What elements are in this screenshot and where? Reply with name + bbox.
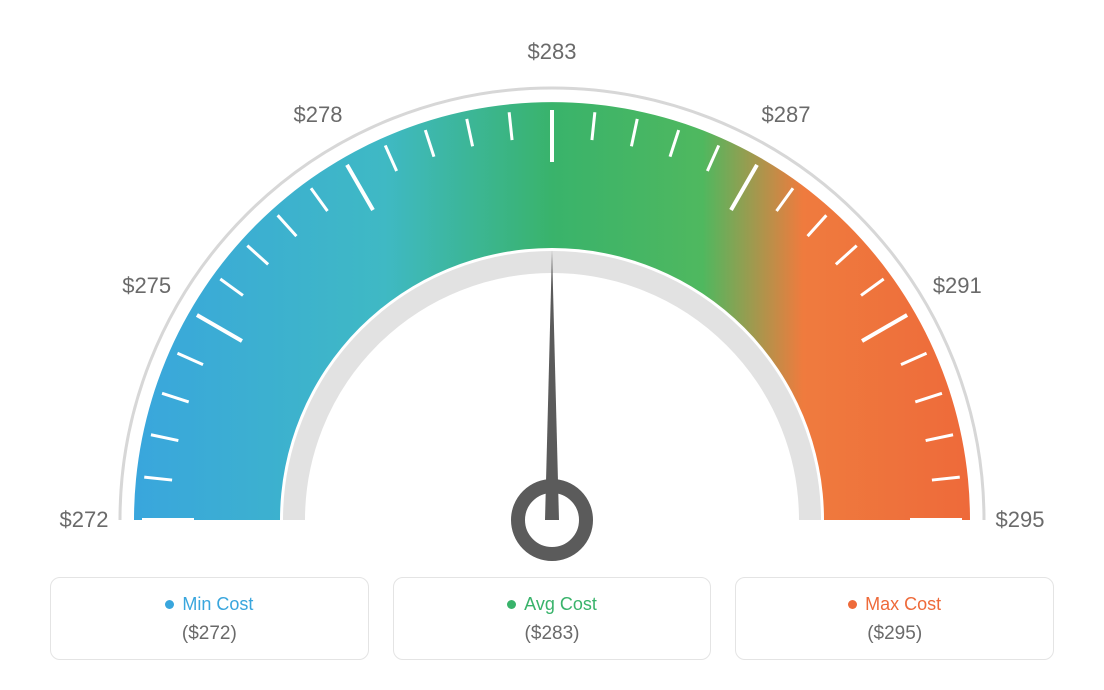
dot-icon (848, 600, 857, 609)
legend-card-max: Max Cost ($295) (735, 577, 1054, 660)
legend-title-max: Max Cost (848, 594, 941, 615)
gauge-tick-label: $295 (996, 507, 1045, 533)
legend-card-min: Min Cost ($272) (50, 577, 369, 660)
legend-row: Min Cost ($272) Avg Cost ($283) Max Cost… (50, 577, 1054, 660)
gauge-tick-label: $272 (60, 507, 109, 533)
legend-label: Min Cost (182, 594, 253, 615)
gauge-tick-label: $283 (528, 39, 577, 65)
gauge-tick-label: $287 (762, 102, 811, 128)
legend-card-avg: Avg Cost ($283) (393, 577, 712, 660)
gauge-tick-label: $278 (294, 102, 343, 128)
gauge-svg (32, 30, 1072, 570)
legend-value: ($295) (736, 623, 1053, 645)
legend-label: Avg Cost (524, 594, 597, 615)
gauge-tick-label: $291 (933, 273, 982, 299)
legend-label: Max Cost (865, 594, 941, 615)
legend-title-avg: Avg Cost (507, 594, 597, 615)
legend-title-min: Min Cost (165, 594, 253, 615)
gauge-chart: $272 $275 $278 $283 $287 $291 $295 (0, 0, 1104, 560)
gauge-tick-label: $275 (122, 273, 171, 299)
legend-value: ($272) (51, 623, 368, 645)
dot-icon (165, 600, 174, 609)
dot-icon (507, 600, 516, 609)
legend-value: ($283) (394, 623, 711, 645)
